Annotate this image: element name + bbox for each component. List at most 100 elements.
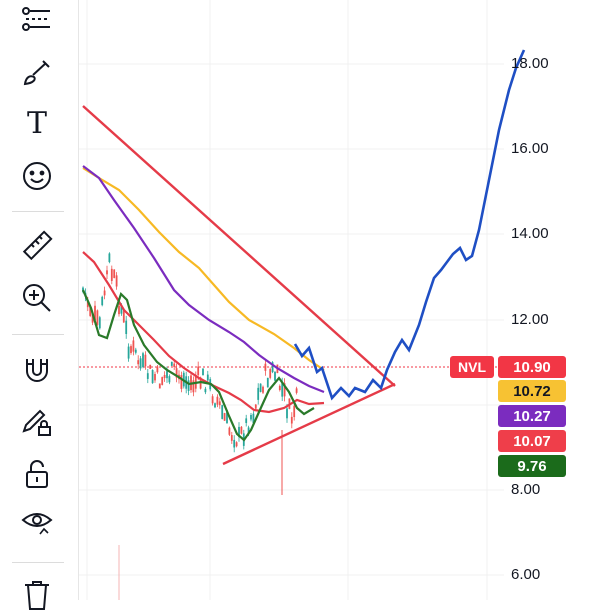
eye-icon (21, 513, 53, 535)
emoji-button[interactable] (14, 156, 60, 196)
visibility-button[interactable] (14, 502, 60, 542)
candle-body (214, 403, 216, 408)
candle-body (223, 413, 226, 421)
candle-body (221, 405, 224, 419)
candle-body (250, 414, 252, 420)
candle-body (158, 383, 161, 389)
brush-button[interactable] (14, 52, 60, 92)
candle-body (118, 305, 120, 315)
unlock-icon (26, 460, 48, 488)
text-button[interactable]: T (14, 104, 60, 144)
candle-body (266, 377, 269, 388)
candle-body (293, 405, 296, 418)
candle-body (245, 418, 248, 423)
candle-body (156, 366, 159, 373)
delete-button[interactable] (14, 574, 60, 614)
candle-body (235, 442, 238, 447)
candle-body (96, 310, 99, 325)
chart-area[interactable] (79, 0, 600, 600)
candle-body (271, 362, 274, 373)
triangle-pattern (82, 105, 396, 466)
projection-path (293, 49, 526, 401)
candle-body (98, 317, 101, 329)
candle-body (86, 300, 89, 308)
candle-body (125, 320, 128, 334)
candle-body (286, 408, 288, 419)
price-label-8: 8.00 (511, 481, 541, 498)
measure-button[interactable] (14, 226, 60, 266)
candle-body (154, 374, 156, 381)
drawing-toolbar: T (0, 0, 79, 610)
candle-body (146, 373, 149, 379)
candle-body (269, 369, 272, 378)
candle-body (170, 361, 173, 366)
ma-yellow-badge: 10.72 (498, 380, 566, 402)
candle-body (94, 305, 96, 321)
candle-body (197, 366, 200, 376)
toolbar-divider (12, 211, 64, 212)
candle-body (187, 380, 190, 391)
candle-body (290, 416, 293, 424)
candle-body (281, 382, 284, 397)
candle-body (101, 296, 104, 306)
ruler-icon (22, 230, 53, 261)
candle-body (103, 290, 106, 296)
pencil-lock-icon (22, 409, 51, 436)
last-price-badge: 10.90 (498, 356, 566, 378)
candle-body (149, 364, 152, 369)
magnet-button[interactable] (14, 350, 60, 390)
candle-body (230, 435, 233, 441)
candle-body (173, 363, 176, 367)
zoom-button[interactable] (14, 278, 60, 318)
candle-body (139, 358, 142, 369)
chart-canvas[interactable] (79, 0, 600, 600)
candle-body (108, 253, 111, 263)
candle-body (259, 383, 262, 392)
candle-body (228, 427, 231, 435)
candle-body (142, 353, 144, 367)
candle-body (161, 377, 164, 385)
candle-body (130, 346, 132, 353)
candle-body (122, 310, 125, 323)
candle-body (89, 306, 92, 316)
candle-body (180, 375, 183, 389)
candle-body (274, 371, 276, 381)
candle-body (137, 360, 140, 365)
price-label-18: 18.00 (511, 55, 549, 72)
zoom-in-icon (23, 284, 51, 312)
ma-red-line (82, 251, 325, 414)
ma-green-line (81, 289, 315, 442)
candle-body (254, 404, 257, 409)
candle-body (175, 368, 178, 378)
trash-icon (25, 581, 49, 610)
candle-body (82, 287, 84, 292)
candle-body (151, 369, 154, 384)
candle-body (115, 275, 118, 287)
trend-tools-button[interactable] (14, 0, 60, 40)
candle-body (283, 383, 286, 397)
lock-drawings-button[interactable] (14, 402, 60, 442)
candle-body (211, 396, 214, 404)
price-label-12: 12.00 (511, 311, 549, 328)
candle-body (110, 268, 113, 281)
ma-purple-line (82, 165, 325, 394)
ma-green-badge: 9.76 (498, 455, 566, 477)
smiley-icon (23, 162, 51, 190)
ma-red-badge: 10.07 (498, 430, 566, 452)
candle-body (132, 340, 135, 352)
price-label-14: 14.00 (511, 225, 549, 242)
candle-body (192, 380, 195, 393)
candle-body (127, 346, 130, 359)
candle-body (252, 413, 255, 424)
toolbar-divider (12, 562, 64, 563)
candle-body (204, 388, 207, 393)
candle-body (247, 427, 250, 435)
candle-body (295, 388, 298, 393)
candle-body (134, 349, 137, 353)
magnet-icon (26, 359, 48, 382)
candle-body (240, 426, 243, 434)
candle-body (226, 410, 228, 424)
unlock-button[interactable] (14, 454, 60, 494)
candle-body (166, 371, 168, 379)
price-label-16: 16.00 (511, 140, 549, 157)
